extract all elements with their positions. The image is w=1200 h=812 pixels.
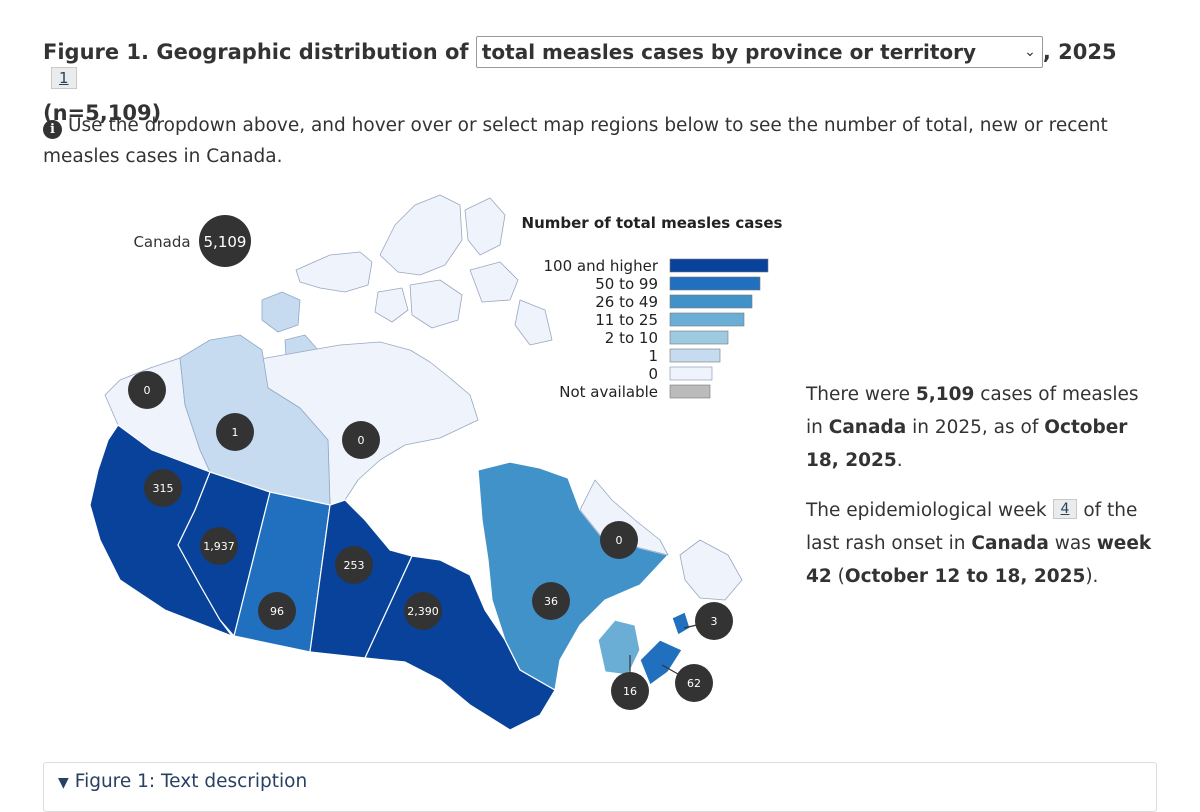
bubble-british-columbia[interactable] (144, 469, 182, 507)
summary-week-paragraph: The epidemiological week 4 of the last r… (806, 494, 1156, 593)
value-british-columbia: 315 (153, 482, 174, 495)
value-bubbles: Canada 5,109 0 1 0 315 1,937 96 253 2,39… (128, 215, 733, 710)
legend-label: 50 to 99 (595, 275, 658, 293)
instructions-text: Use the dropdown above, and hover over o… (43, 115, 1108, 167)
value-manitoba: 253 (344, 559, 365, 572)
summary-text: . (896, 450, 903, 471)
bubble-alberta[interactable] (200, 527, 238, 565)
text-description-toggle[interactable]: ▼ Figure 1: Text description (43, 762, 1157, 812)
canada-total: 5,109 (204, 233, 247, 251)
map-legend: Number of total measles cases 100 and hi… (522, 214, 783, 401)
summary-text: cases of measles in (806, 384, 1139, 438)
summary-week: week 42 (806, 533, 1152, 587)
info-icon: i (43, 120, 62, 139)
bubble-new-brunswick[interactable] (611, 672, 649, 710)
summary-total: 5,109 (915, 384, 975, 405)
bubble-quebec[interactable] (532, 582, 570, 620)
summary-text: There were (806, 384, 916, 405)
legend-label: 100 and higher (544, 257, 659, 275)
legend-label: 2 to 10 (605, 329, 658, 347)
legend-swatch (669, 366, 713, 381)
summary-panel: There were 5,109 cases of measles in Can… (806, 378, 1156, 610)
dropdown-value: total measles cases by province or terri… (481, 40, 977, 64)
summary-text: was (1048, 533, 1097, 554)
summary-text: The epidemiological week (806, 500, 1053, 521)
legend-swatch (669, 312, 745, 327)
legend-label: 11 to 25 (595, 311, 658, 329)
measure-dropdown[interactable]: total measles cases by province or terri… (475, 36, 1043, 68)
legend-label: 26 to 49 (595, 293, 658, 311)
summary-text: ). (1085, 566, 1099, 587)
value-nova-scotia: 62 (687, 677, 701, 690)
bubble-nova-scotia[interactable] (675, 664, 713, 702)
legend-title: Number of total measles cases (522, 214, 783, 232)
legend-swatch (669, 294, 753, 309)
legend-label: Not available (559, 383, 658, 401)
bubble-newfoundland-and-labrador[interactable] (600, 521, 638, 559)
bubble-northwest-territories[interactable] (216, 413, 254, 451)
summary-total-paragraph: There were 5,109 cases of measles in Can… (806, 378, 1156, 477)
footnote-link-4[interactable]: 4 (1052, 499, 1078, 519)
bubble-ontario[interactable] (404, 592, 442, 630)
title-prefix: Figure 1. Geographic distribution of (43, 40, 469, 64)
legend-swatch (669, 384, 711, 399)
region-quebec[interactable] (477, 461, 669, 691)
legend-label: 1 (648, 347, 658, 365)
region-nova-scotia[interactable] (639, 639, 683, 686)
value-nunavut: 0 (358, 434, 365, 447)
value-saskatchewan: 96 (270, 605, 284, 618)
legend-swatch (669, 348, 721, 363)
summary-text: of the last rash onset in (806, 500, 1138, 554)
bubble-saskatchewan[interactable] (258, 592, 296, 630)
text-description-label: Figure 1: Text description (74, 771, 308, 792)
bubble-nunavut[interactable] (342, 421, 380, 459)
legend-label: 0 (648, 365, 658, 383)
legend-swatch (669, 276, 761, 291)
title-suffix: , 2025 (1042, 40, 1117, 64)
summary-text: ( (831, 566, 845, 587)
value-ontario: 2,390 (407, 605, 439, 618)
summary-place: Canada (828, 417, 907, 438)
figure-title: Figure 1. Geographic distribution of tot… (43, 36, 1143, 128)
value-alberta: 1,937 (203, 540, 235, 553)
legend-swatch (669, 330, 729, 345)
region-nwt-islands[interactable] (261, 291, 319, 361)
value-new-brunswick: 16 (623, 685, 637, 698)
legend-swatch (669, 258, 769, 273)
chevron-down-icon: ⌄ (1024, 44, 1036, 60)
summary-text: in 2025, as of (906, 417, 1045, 438)
value-prince-edward-island: 3 (711, 615, 718, 628)
case-count-label: (n=5,109) (43, 101, 162, 125)
bubble-yukon[interactable] (128, 371, 166, 409)
instructions: i Use the dropdown above, and hover over … (43, 110, 1153, 172)
summary-place: Canada (971, 533, 1049, 554)
footnote-link-1[interactable]: 1 (51, 67, 77, 89)
region-prince-edward-island[interactable] (671, 611, 691, 636)
value-newfoundland-and-labrador: 0 (616, 534, 623, 547)
bubble-manitoba[interactable] (335, 546, 373, 584)
summary-date: October 18, 2025 (806, 417, 1128, 471)
bubble-prince-edward-island[interactable] (695, 602, 733, 640)
canada-label: Canada (133, 233, 190, 251)
value-yukon: 0 (144, 384, 151, 397)
region-arctic-islands[interactable] (295, 194, 553, 346)
canada-map: Canada 5,109 0 1 0 315 1,937 96 253 2,39… (89, 194, 783, 731)
region-northwest-territories[interactable] (179, 334, 331, 506)
triangle-down-icon: ▼ (58, 775, 69, 791)
canada-bubble[interactable] (199, 215, 251, 267)
summary-date-range: October 12 to 18, 2025 (844, 566, 1086, 587)
value-northwest-territories: 1 (232, 426, 239, 439)
region-new-brunswick[interactable] (597, 619, 641, 676)
value-quebec: 36 (544, 595, 558, 608)
